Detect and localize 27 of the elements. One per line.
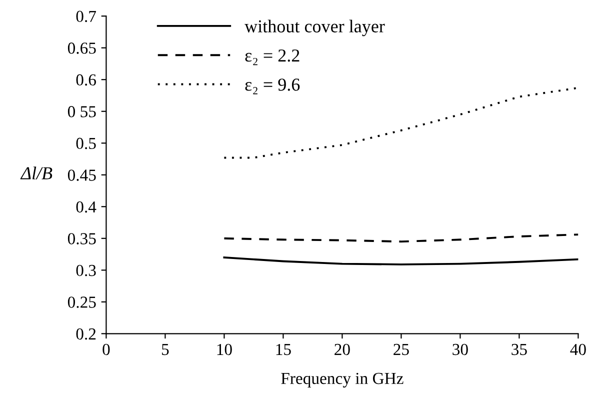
y-tick-label: 0.6 — [76, 74, 96, 86]
y-tick-label: 0 55 — [68, 106, 96, 118]
y-tick-label: 0.5 — [76, 138, 96, 150]
y-tick-label: 0.65 — [68, 42, 96, 54]
x-axis-title: Frequency in GHz — [281, 372, 404, 388]
x-tick-label: 40 — [570, 344, 586, 356]
x-tick-label: 0 — [102, 344, 110, 356]
legend-label: ε₂ = 2.2 — [245, 49, 300, 66]
line-series — [223, 234, 578, 243]
x-tick-label: 30 — [452, 344, 468, 356]
y-axis-title: Δl/B — [20, 166, 52, 180]
legend-label: ε₂ = 9.6 — [245, 78, 300, 94]
x-tick-label: 35 — [512, 344, 527, 356]
y-tick-label: 0.2 — [76, 328, 96, 340]
legend-label: without cover layer — [244, 20, 385, 36]
y-tick-label: 0.4 — [76, 201, 96, 213]
y-tick-label: 0.7 — [76, 10, 96, 22]
y-tick-label: 0.45 — [68, 170, 96, 181]
y-tick-label: 0.35 — [68, 233, 96, 244]
x-tick-label: 25 — [394, 344, 409, 356]
y-tick-label: 0.3 — [76, 264, 96, 276]
y-tick-label: 0.25 — [68, 296, 96, 308]
line-series — [223, 256, 578, 266]
x-tick-label: 20 — [334, 344, 350, 356]
x-tick-label: 5 — [162, 344, 169, 356]
x-tick-label: 10 — [217, 344, 232, 356]
x-tick-label: 15 — [276, 344, 291, 356]
